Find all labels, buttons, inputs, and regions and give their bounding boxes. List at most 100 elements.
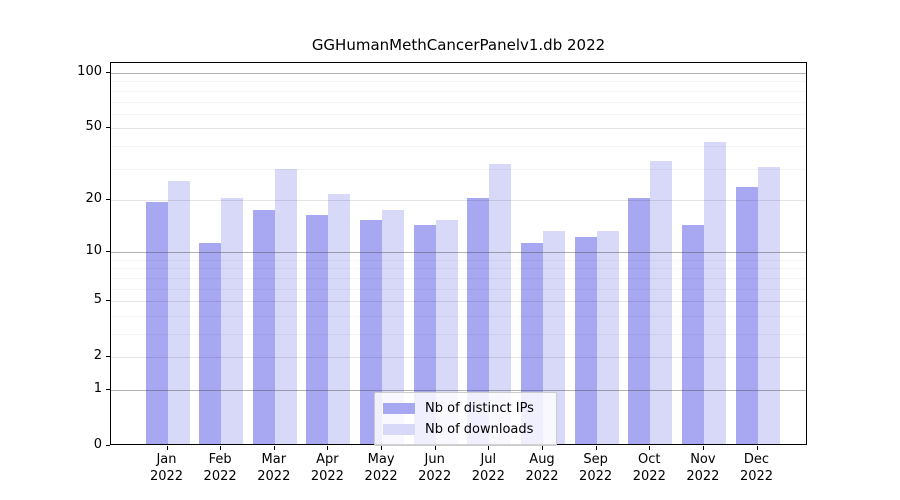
x-tick-month: Jul xyxy=(480,452,497,467)
minor-gridline xyxy=(111,145,806,147)
y-tick-mark xyxy=(106,251,110,253)
minor-gridline xyxy=(111,168,806,170)
x-tick-year: 2022 xyxy=(579,469,613,484)
gridline-10 xyxy=(111,252,806,254)
bar-jun-distinct-ips xyxy=(413,225,436,444)
x-tick-mark xyxy=(166,446,168,450)
x-tick-year: 2022 xyxy=(310,469,344,484)
x-tick-mark xyxy=(542,446,543,450)
x-tick-mark xyxy=(756,446,758,450)
y-tick-mark xyxy=(106,389,110,390)
y-tick-label: 10 xyxy=(85,243,102,259)
gridline-1 xyxy=(111,390,806,391)
legend-label: Nb of distinct IPs xyxy=(425,401,534,416)
x-tick-year: 2022 xyxy=(686,469,720,484)
x-tick-label: Apr 2022 xyxy=(295,451,359,485)
bar-feb-distinct-ips xyxy=(199,243,222,444)
bar-apr-downloads xyxy=(328,194,351,444)
x-tick-mark xyxy=(595,446,597,450)
minor-gridline xyxy=(111,259,806,261)
x-tick-label: Aug 2022 xyxy=(510,451,574,485)
x-tick-year: 2022 xyxy=(149,469,184,484)
minor-gridline xyxy=(111,113,806,115)
x-tick-label: Oct 2022 xyxy=(617,451,681,485)
bar-mar-distinct-ips xyxy=(252,210,275,444)
plot-area xyxy=(110,62,807,445)
y-tick-label: 100 xyxy=(77,63,102,79)
x-tick-year: 2022 xyxy=(203,469,237,484)
y-tick-mark xyxy=(106,300,110,302)
bar-apr-distinct-ips xyxy=(306,215,329,444)
x-tick-mark xyxy=(434,446,436,450)
x-tick-month: Oct xyxy=(638,452,661,467)
y-tick-label: 5 xyxy=(93,292,102,308)
bar-jun-downloads xyxy=(435,219,458,444)
gridline-5 xyxy=(111,301,806,303)
x-tick-year: 2022 xyxy=(364,469,398,484)
y-tick-label: 50 xyxy=(85,119,102,135)
bar-sep-downloads xyxy=(596,230,619,444)
x-tick-year: 2022 xyxy=(471,469,505,484)
x-tick-month: Jun xyxy=(424,452,445,467)
bar-feb-downloads xyxy=(221,197,244,444)
x-tick-mark xyxy=(488,446,490,450)
minor-gridline xyxy=(111,288,806,290)
x-tick-month: Dec xyxy=(743,452,770,467)
gridline-100 xyxy=(111,73,806,74)
x-tick-year: 2022 xyxy=(632,469,666,484)
x-tick-label: Nov 2022 xyxy=(671,451,735,485)
legend-swatch-downloads xyxy=(383,424,415,435)
x-tick-label: Jun 2022 xyxy=(403,451,467,485)
bar-jul-distinct-ips xyxy=(467,197,490,444)
bar-aug-downloads xyxy=(542,230,565,444)
x-tick-label: Jul 2022 xyxy=(456,451,520,485)
minor-gridline xyxy=(111,268,806,270)
y-tick-label: 2 xyxy=(93,348,102,364)
legend-swatch-distinct-ips xyxy=(383,403,415,414)
x-tick-month: Jan xyxy=(156,452,177,467)
y-tick-mark xyxy=(106,356,110,358)
y-tick-mark xyxy=(106,445,110,446)
x-tick-month: Sep xyxy=(583,452,608,467)
x-tick-mark xyxy=(702,446,704,450)
legend-item: Nb of distinct IPs xyxy=(383,398,548,419)
x-tick-label: Feb 2022 xyxy=(188,451,252,485)
minor-gridline xyxy=(111,334,806,335)
y-tick-label: 1 xyxy=(93,380,102,396)
minor-gridline xyxy=(111,81,806,83)
bar-nov-downloads xyxy=(703,141,726,444)
bar-jan-downloads xyxy=(167,180,190,444)
x-tick-year: 2022 xyxy=(739,469,774,484)
x-tick-label: Jan 2022 xyxy=(135,451,199,485)
x-tick-mark xyxy=(381,446,383,450)
bar-may-downloads xyxy=(382,210,405,444)
x-tick-label: Mar 2022 xyxy=(242,451,306,485)
bar-oct-distinct-ips xyxy=(628,197,651,444)
chart-title: GGHumanMethCancerPanelv1.db 2022 xyxy=(311,36,606,54)
bar-may-distinct-ips xyxy=(360,219,383,444)
minor-gridline xyxy=(111,101,806,103)
gridline-2 xyxy=(111,357,806,359)
x-tick-label: Dec 2022 xyxy=(725,451,789,485)
bar-jan-distinct-ips xyxy=(145,201,168,444)
x-tick-month: Apr xyxy=(316,452,339,467)
x-tick-month: Aug xyxy=(529,452,555,467)
bar-oct-downloads xyxy=(650,161,673,444)
x-tick-month: May xyxy=(367,452,395,467)
y-tick-label: 0 xyxy=(93,437,102,452)
x-tick-year: 2022 xyxy=(525,469,559,484)
y-tick-mark xyxy=(106,198,110,200)
x-tick-label: Sep 2022 xyxy=(564,451,628,485)
y-tick-mark xyxy=(106,127,110,129)
bar-nov-distinct-ips xyxy=(681,225,704,444)
x-tick-mark xyxy=(327,446,329,450)
minor-gridline xyxy=(111,277,806,279)
x-tick-mark xyxy=(273,446,275,450)
minor-gridline xyxy=(111,90,806,92)
bar-sep-distinct-ips xyxy=(574,236,597,444)
bar-mar-downloads xyxy=(274,169,297,444)
minor-gridline xyxy=(111,315,806,317)
gridline-20 xyxy=(111,199,806,201)
bar-dec-distinct-ips xyxy=(735,187,758,444)
